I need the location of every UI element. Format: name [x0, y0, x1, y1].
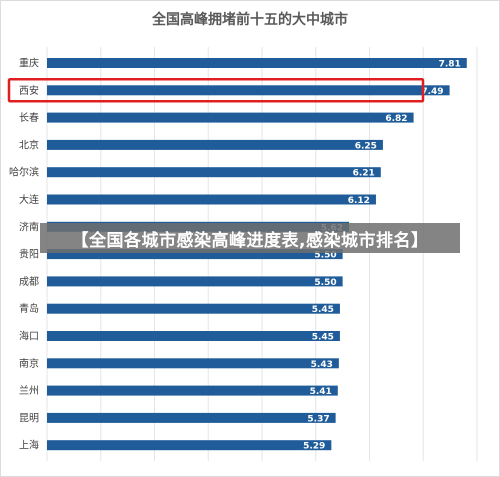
category-label: 贵阳	[19, 248, 39, 261]
category-label: 兰州	[19, 384, 39, 397]
highlight-box	[7, 78, 425, 103]
category-label: 重庆	[19, 57, 39, 70]
data-label: 5.37	[307, 414, 329, 424]
data-label: 6.12	[348, 196, 370, 206]
category-label: 哈尔滨	[9, 166, 39, 179]
bar	[47, 440, 332, 451]
data-label: 7.49	[421, 87, 443, 97]
bar	[47, 194, 376, 205]
data-label: 6.25	[355, 141, 377, 151]
category-label: 成都	[19, 276, 39, 288]
data-label: 7.81	[439, 60, 461, 70]
category-label: 昆明	[19, 412, 39, 424]
bar	[47, 331, 340, 341]
bar	[47, 412, 336, 423]
category-label: 南京	[19, 357, 39, 370]
category-label: 海口	[19, 330, 39, 343]
category-label: 长春	[19, 112, 39, 124]
bar	[47, 385, 338, 396]
data-label: 5.50	[314, 251, 336, 261]
data-label: 5.41	[310, 387, 332, 397]
bar	[47, 85, 450, 96]
bar	[47, 249, 343, 260]
chart-title: 全国高峰拥堵前十五的大中城市	[151, 11, 348, 28]
data-label: 6.82	[385, 114, 407, 124]
bar	[47, 167, 381, 178]
category-label: 北京	[19, 138, 39, 151]
chart-bars: 重庆 7.81 西安 7.49 长春 6.82 北京 6.25 哈尔滨 6.21 大连 6.12 济南 5…	[7, 57, 467, 452]
bar	[47, 276, 343, 287]
category-label: 西安	[19, 84, 39, 97]
bar	[47, 358, 339, 369]
data-label: 5.45	[312, 333, 334, 343]
bar	[47, 303, 340, 314]
bar	[47, 139, 383, 150]
data-label: 5.50	[314, 278, 336, 288]
category-label: 大连	[19, 193, 39, 206]
category-label: 济南	[19, 220, 39, 233]
category-label: 上海	[19, 439, 39, 452]
data-label: 6.21	[353, 169, 375, 179]
data-label: 5.43	[311, 360, 333, 370]
category-label: 青岛	[19, 302, 39, 315]
bar	[47, 58, 467, 68]
bar	[47, 112, 414, 123]
headline-banner: 【全国各城市感染高峰进度表,感染城市排名】	[40, 223, 460, 253]
data-label: 5.45	[312, 305, 334, 315]
data-label: 5.29	[303, 442, 325, 452]
